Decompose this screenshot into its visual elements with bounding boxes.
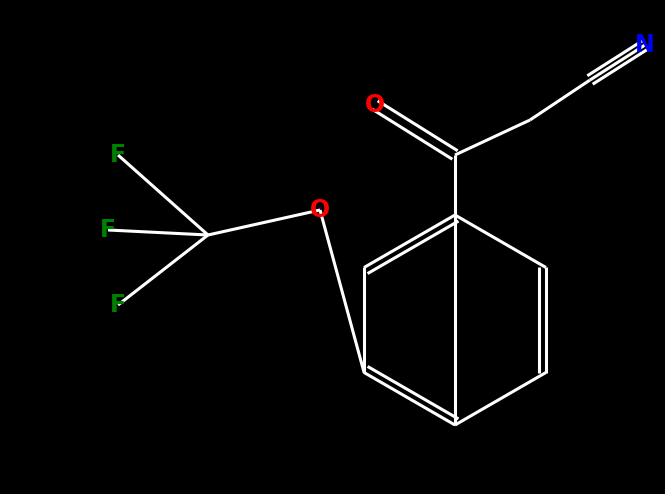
Text: N: N	[635, 33, 655, 57]
Text: F: F	[110, 143, 126, 167]
Text: F: F	[100, 218, 116, 242]
Text: O: O	[365, 93, 385, 117]
Text: O: O	[310, 198, 330, 222]
Text: F: F	[110, 293, 126, 317]
